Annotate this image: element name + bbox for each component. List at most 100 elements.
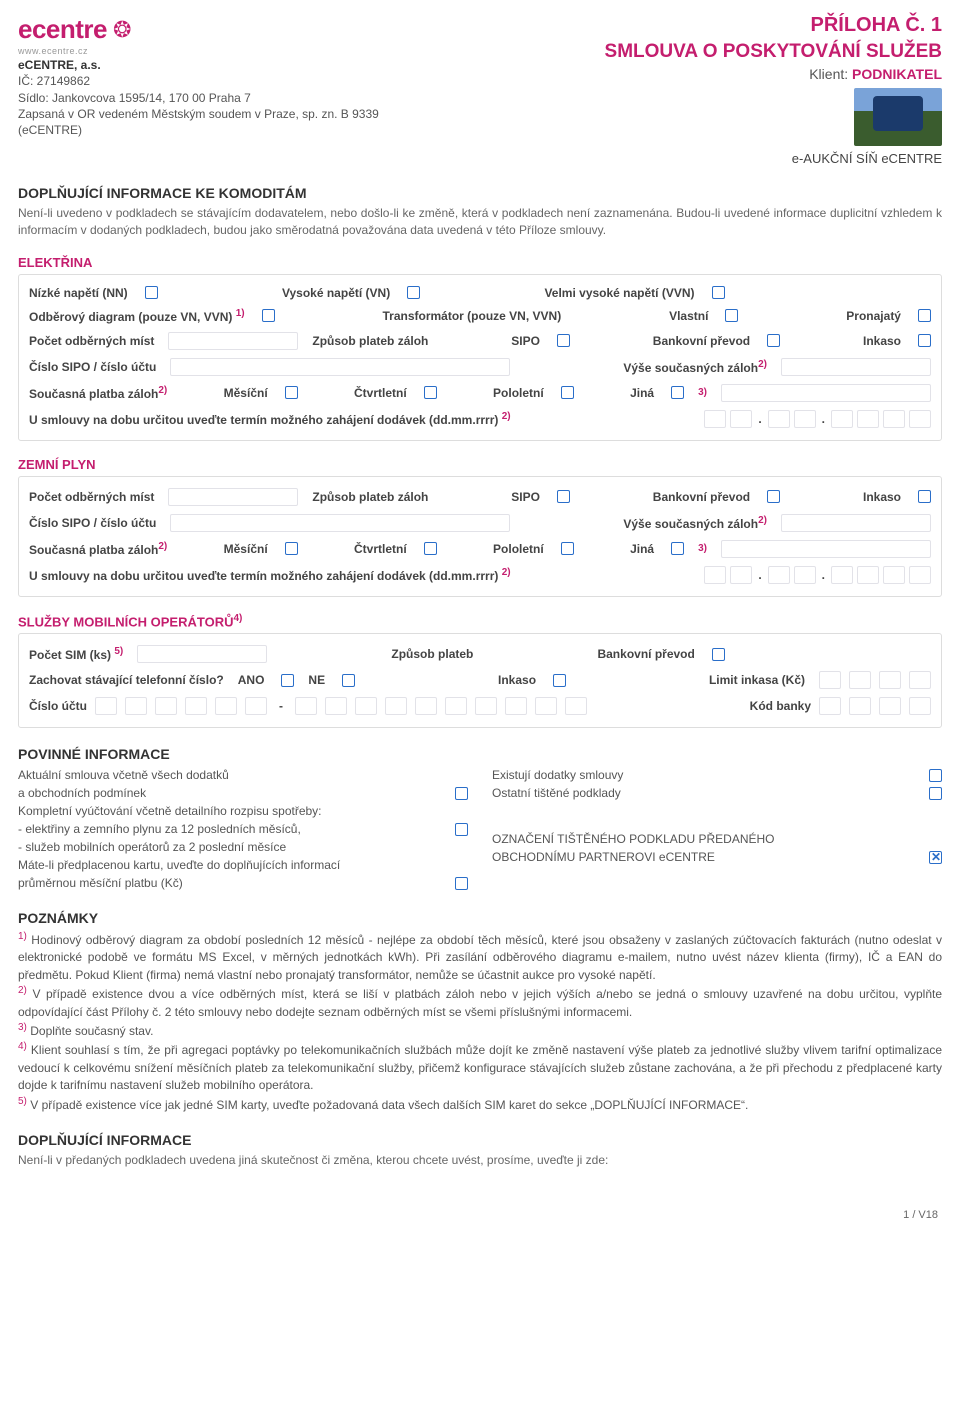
limit-1[interactable] <box>819 671 841 689</box>
jina-checkbox[interactable] <box>671 386 684 399</box>
elektrina-title: ELEKTŘINA <box>18 255 942 270</box>
zpusob-plateb-label: Způsob plateb záloh <box>312 334 428 348</box>
mobil-title: SLUŽBY MOBILNÍCH OPERÁTORŮ4) <box>18 613 942 629</box>
ctvrtletni-checkbox-pl[interactable] <box>424 542 437 555</box>
pr2-checkbox[interactable] <box>929 787 942 800</box>
limit-4[interactable] <box>909 671 931 689</box>
limit-3[interactable] <box>879 671 901 689</box>
un8[interactable] <box>505 697 527 715</box>
date-y1-pl[interactable] <box>831 566 853 584</box>
pl5b: průměrnou měsíční platbu (Kč) <box>18 876 442 890</box>
nn-checkbox[interactable] <box>145 286 158 299</box>
pronajaty-checkbox[interactable] <box>918 309 931 322</box>
vyse-zaloh-input[interactable] <box>781 358 931 376</box>
un1[interactable] <box>295 697 317 715</box>
up6[interactable] <box>245 697 267 715</box>
date-m2-pl[interactable] <box>794 566 816 584</box>
pr1-checkbox[interactable] <box>929 769 942 782</box>
pocet-mist-label: Počet odběrných míst <box>29 334 154 348</box>
date-y2-pl[interactable] <box>857 566 879 584</box>
kb4[interactable] <box>909 697 931 715</box>
ctvrtletni-checkbox[interactable] <box>424 386 437 399</box>
un4[interactable] <box>385 697 407 715</box>
date-y3[interactable] <box>883 410 905 428</box>
date-y1[interactable] <box>831 410 853 428</box>
up3[interactable] <box>155 697 177 715</box>
vn-checkbox[interactable] <box>407 286 420 299</box>
elektrina-block: Nízké napětí (NN) Vysoké napětí (VN) Vel… <box>18 274 942 441</box>
un2[interactable] <box>325 697 347 715</box>
pocet-mist-input[interactable] <box>168 332 298 350</box>
cislo-sipo-input[interactable] <box>170 358 510 376</box>
cislo-sipo-input-pl[interactable] <box>170 514 510 532</box>
bankovni-checkbox-pl[interactable] <box>767 490 780 503</box>
date-d1[interactable] <box>704 410 726 428</box>
pocet-mist-label-pl: Počet odběrných míst <box>29 490 154 504</box>
client-value: PODNIKATEL <box>852 66 942 82</box>
up4[interactable] <box>185 697 207 715</box>
limit-2[interactable] <box>849 671 871 689</box>
pocet-sim-input[interactable] <box>137 645 267 663</box>
n3: Doplňte současný stav. <box>30 1024 153 1038</box>
bankovni-mo-checkbox[interactable] <box>712 648 725 661</box>
inkaso-checkbox[interactable] <box>918 334 931 347</box>
row-sipo-el: Číslo SIPO / číslo účtu Výše současných … <box>29 354 931 380</box>
jina-label: Jiná <box>630 386 654 400</box>
pololetni-checkbox[interactable] <box>561 386 574 399</box>
up1[interactable] <box>95 697 117 715</box>
pr3-checkbox[interactable] <box>929 851 942 864</box>
pl5-checkbox[interactable] <box>455 877 468 890</box>
vn-label: Vysoké napětí (VN) <box>282 286 390 300</box>
bankovni-checkbox[interactable] <box>767 334 780 347</box>
un7[interactable] <box>475 697 497 715</box>
date-m2[interactable] <box>794 410 816 428</box>
row-pocet-mist-pl: Počet odběrných míst Způsob plateb záloh… <box>29 484 931 510</box>
pocet-mist-input-pl[interactable] <box>168 488 298 506</box>
date-d2-pl[interactable] <box>730 566 752 584</box>
odberovy-checkbox[interactable] <box>262 309 275 322</box>
un9[interactable] <box>535 697 557 715</box>
date-d2[interactable] <box>730 410 752 428</box>
mesicni-checkbox-pl[interactable] <box>285 542 298 555</box>
jina-input-pl[interactable] <box>721 540 931 558</box>
logo-name: ecentre <box>18 12 107 47</box>
vyse-zaloh-input-pl[interactable] <box>781 514 931 532</box>
date-d1-pl[interactable] <box>704 566 726 584</box>
up5[interactable] <box>215 697 237 715</box>
ne-checkbox[interactable] <box>342 674 355 687</box>
row-platba-el: Současná platba záloh2) Měsíční Čtvrtlet… <box>29 380 931 406</box>
date-y2[interactable] <box>857 410 879 428</box>
jina-input[interactable] <box>721 384 931 402</box>
mesicni-checkbox[interactable] <box>285 386 298 399</box>
vlastni-checkbox[interactable] <box>725 309 738 322</box>
un5[interactable] <box>415 697 437 715</box>
up2[interactable] <box>125 697 147 715</box>
sipo-label: SIPO <box>511 334 540 348</box>
date-y3-pl[interactable] <box>883 566 905 584</box>
ano-checkbox[interactable] <box>281 674 294 687</box>
kb2[interactable] <box>849 697 871 715</box>
inkaso-checkbox-pl[interactable] <box>918 490 931 503</box>
pl3-checkbox[interactable] <box>455 823 468 836</box>
limit-input-group <box>819 671 931 689</box>
inkaso-mo-checkbox[interactable] <box>553 674 566 687</box>
company-block: ecentre ❂ www.ecentre.cz eCENTRE, a.s. I… <box>18 12 379 138</box>
kb3[interactable] <box>879 697 901 715</box>
sipo-checkbox-pl[interactable] <box>557 490 570 503</box>
kb1[interactable] <box>819 697 841 715</box>
povinne-grid: Aktuální smlouva včetně všech dodatků a … <box>18 766 942 892</box>
ctvrtletni-label: Čtvrtletní <box>354 386 407 400</box>
jina-checkbox-pl[interactable] <box>671 542 684 555</box>
date-y4-pl[interactable] <box>909 566 931 584</box>
un6[interactable] <box>445 697 467 715</box>
sipo-checkbox[interactable] <box>557 334 570 347</box>
date-m1-pl[interactable] <box>768 566 790 584</box>
pololetni-checkbox-pl[interactable] <box>561 542 574 555</box>
pololetni-label: Pololetní <box>493 386 544 400</box>
un3[interactable] <box>355 697 377 715</box>
date-m1[interactable] <box>768 410 790 428</box>
pl1-checkbox[interactable] <box>455 787 468 800</box>
un10[interactable] <box>565 697 587 715</box>
vvn-checkbox[interactable] <box>712 286 725 299</box>
date-y4[interactable] <box>909 410 931 428</box>
